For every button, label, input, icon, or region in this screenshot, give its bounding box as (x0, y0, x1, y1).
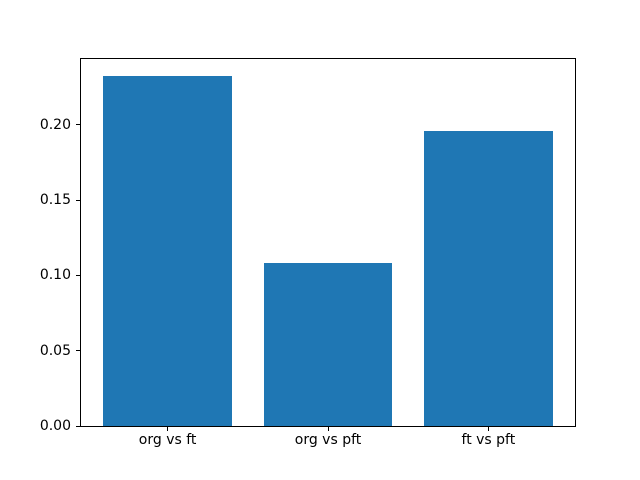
x-tick-mark (487, 427, 489, 431)
x-tick-mark (327, 427, 329, 431)
x-tick-label: org vs pft (294, 432, 362, 448)
y-tick-label: 0.20 (39, 116, 71, 133)
y-tick-mark (76, 274, 80, 276)
y-tick-mark (76, 124, 80, 126)
y-tick-mark (76, 350, 80, 352)
y-tick-label: 0.10 (39, 267, 71, 284)
y-tick-label: 0.05 (39, 342, 71, 359)
y-tick-mark (76, 425, 80, 427)
bar (103, 76, 232, 426)
plot-inner: 0.00 0.05 0.10 0.15 0.20 org vs ft org vs pft f… (40, 59, 575, 447)
y-tick-label: 0.00 (39, 418, 71, 434)
bar (424, 130, 553, 426)
x-tick-mark (167, 427, 169, 431)
x-tick-label: org vs ft (138, 432, 197, 448)
plot-area: 0.00 0.05 0.10 0.15 0.20 org vs ft org vs pft f… (40, 58, 576, 447)
bar (263, 263, 393, 426)
y-tick-label: 0.15 (39, 192, 71, 208)
x-tick-label: ft vs pft (461, 432, 516, 448)
y-tick-mark (76, 199, 80, 201)
